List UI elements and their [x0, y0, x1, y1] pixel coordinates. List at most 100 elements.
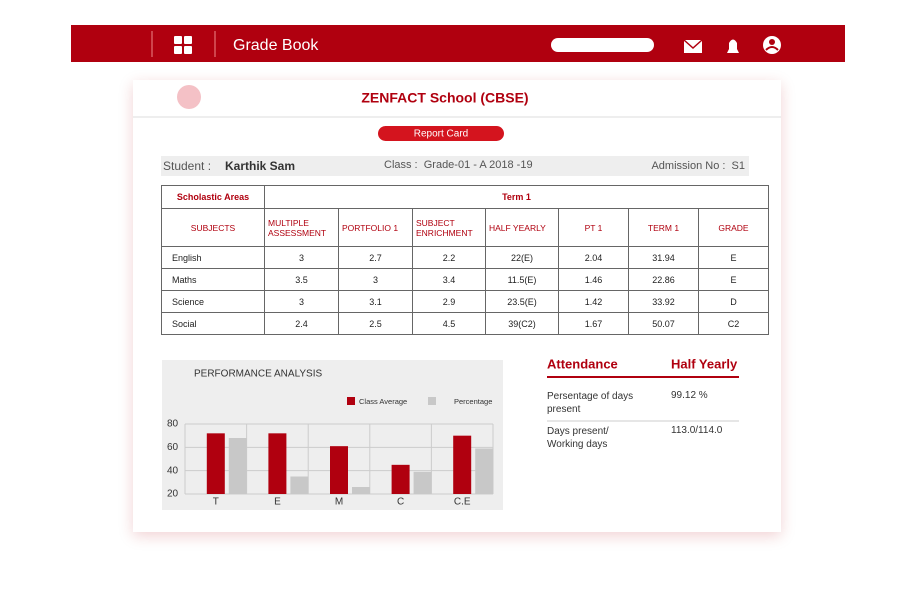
bar [391, 464, 410, 494]
bell-icon[interactable] [727, 39, 739, 54]
performance-chart: PERFORMANCE ANALYSIS 20 40 60 80 Class Avera… [162, 360, 503, 510]
bar [352, 487, 370, 494]
table-cell: 2.7 [338, 246, 413, 269]
card-header: ZENFACT School (CBSE) Report Card Studen… [133, 85, 781, 176]
y-tick-label: 60 [167, 442, 179, 453]
bar [330, 446, 348, 494]
chart-title: PERFORMANCE ANALYSIS [194, 369, 323, 380]
bar [268, 433, 287, 494]
term-header: Term 1 [264, 185, 769, 209]
legend-label: Class Average [359, 397, 407, 406]
y-tick-label: 80 [167, 419, 179, 430]
x-tick-label: M [335, 497, 343, 508]
table-cell: 22(E) [485, 246, 559, 269]
column-header: PT 1 [558, 208, 629, 247]
table-cell: 4.5 [412, 312, 486, 335]
table-cell: 2.5 [338, 312, 413, 335]
table-cell: E [698, 268, 769, 291]
x-tick-label: E [274, 497, 281, 508]
attendance-panel: Attendance Half Yearly [547, 356, 739, 422]
school-name: ZENFACT School (CBSE) [361, 90, 528, 106]
table-cell: 2.4 [264, 312, 339, 335]
grade-table: Scholastic Areas Term 1 SUBJECTS MULTIPLE A… [161, 185, 769, 335]
admission-no: Admission No : S1 [651, 160, 745, 172]
table-cell: Science [161, 290, 265, 313]
mail-icon[interactable] [683, 39, 703, 53]
table-row: English 3 2.7 2.2 22(E) 2.04 31.94 E [161, 246, 769, 269]
column-header: GRADE [698, 208, 769, 247]
table-cell: 3 [338, 268, 413, 291]
bar [413, 471, 432, 494]
table-cell: 1.42 [558, 290, 629, 313]
table-cell: 3 [264, 246, 339, 269]
table-cell: 3.4 [412, 268, 486, 291]
search-box[interactable] [551, 38, 654, 52]
attendance-heading: Attendance [547, 356, 618, 371]
student-class: Class : Grade-01 - A 2018 -19 [384, 159, 533, 171]
x-tick-label: C [397, 497, 404, 508]
table-cell: 22.86 [628, 268, 699, 291]
y-tick-label: 20 [167, 489, 179, 500]
column-header: HALF YEARLY [485, 208, 559, 247]
table-cell: D [698, 290, 769, 313]
table-row: Social 2.4 2.5 4.5 39(C2) 1.67 50.07 C2 [161, 312, 769, 335]
avatar [177, 85, 201, 109]
table-cell: 2.2 [412, 246, 486, 269]
bar [453, 435, 472, 494]
table-cell: 31.94 [628, 246, 699, 269]
table-row: Scholastic Areas Term 1 [161, 185, 769, 209]
bar [206, 433, 225, 494]
table-cell: E [698, 246, 769, 269]
x-tick-label: C.E [454, 497, 471, 508]
top-bar [71, 25, 845, 62]
top-bar-icons: Grade Book [151, 31, 781, 57]
table-cell: 23.5(E) [485, 290, 559, 313]
column-header: PORTFOLIO 1 [338, 208, 413, 247]
report-card-button[interactable] [378, 126, 504, 141]
y-tick-label: 40 [167, 465, 179, 476]
student-label: Student : [163, 159, 211, 173]
column-header: TERM 1 [628, 208, 699, 247]
attendance-value: 99.12 % [671, 390, 708, 401]
table-cell: Maths [161, 268, 265, 291]
table-cell: English [161, 246, 265, 269]
attendance-heading: Half Yearly [671, 356, 738, 371]
table-row: SUBJECTS MULTIPLE ASSESSMENT PORTFOLIO 1 SU… [161, 208, 769, 247]
table-cell: 3.5 [264, 268, 339, 291]
button-label[interactable]: Report Card [414, 129, 468, 140]
table-row: Science 3 3.1 2.9 23.5(E) 1.42 33.92 D [161, 290, 769, 313]
table-row: Maths 3.5 3 3.4 11.5(E) 1.46 22.86 E [161, 268, 769, 291]
bar [290, 476, 309, 494]
table-cell: 3.1 [338, 290, 413, 313]
table-cell: 3 [264, 290, 339, 313]
table-cell: 11.5(E) [485, 268, 559, 291]
areas-header: Scholastic Areas [161, 185, 265, 209]
student-name: Karthik Sam [225, 159, 295, 173]
user-icon[interactable] [763, 36, 781, 54]
column-header: SUBJECT ENRICHMENT [412, 208, 486, 247]
legend-label: Percentage [454, 397, 492, 406]
table-cell: C2 [698, 312, 769, 335]
table-cell: 39(C2) [485, 312, 559, 335]
table-cell: Social [161, 312, 265, 335]
table-cell: 1.67 [558, 312, 629, 335]
table-cell: 2.04 [558, 246, 629, 269]
attendance-value: 113.0/114.0 [671, 425, 723, 436]
table-cell: 33.92 [628, 290, 699, 313]
x-tick-label: T [213, 497, 219, 508]
bar [228, 438, 247, 494]
legend-swatch [428, 397, 436, 405]
column-header: SUBJECTS [161, 208, 265, 247]
legend-swatch [347, 397, 355, 405]
table-cell: 1.46 [558, 268, 629, 291]
attendance-label: Persentage of days present [547, 391, 634, 415]
app-title: Grade Book [233, 37, 319, 54]
table-cell: 2.9 [412, 290, 486, 313]
table-cell: 50.07 [628, 312, 699, 335]
attendance-label: Days present/ Working days [547, 426, 609, 450]
apps-icon[interactable] [174, 36, 192, 54]
column-header: MULTIPLE ASSESSMENT [264, 208, 339, 247]
bar [475, 448, 494, 494]
student-info-bar [161, 156, 749, 176]
